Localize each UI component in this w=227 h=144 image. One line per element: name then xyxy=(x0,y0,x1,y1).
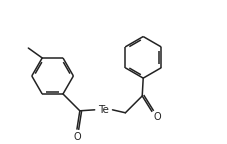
Text: O: O xyxy=(73,132,81,142)
Text: Te: Te xyxy=(98,105,109,115)
Text: O: O xyxy=(153,112,161,122)
